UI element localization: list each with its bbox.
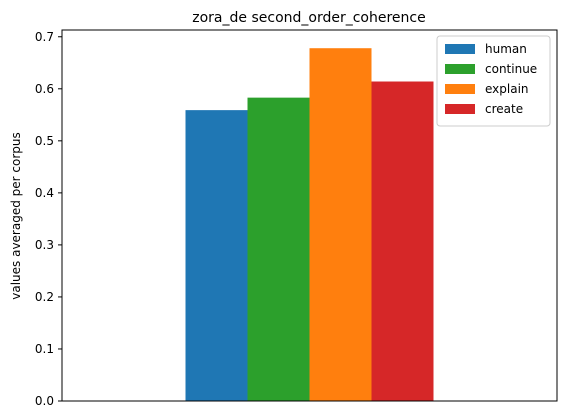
y-tick-label: 0.5 <box>35 134 54 148</box>
plot-frame <box>61 29 558 402</box>
bar-human <box>185 110 248 401</box>
legend: human continue explain create <box>436 35 551 127</box>
legend-label-create: create <box>485 102 523 116</box>
y-axis-label: values averaged per corpus <box>9 132 23 300</box>
legend-label-human: human <box>485 42 527 56</box>
bar-continue <box>247 97 310 401</box>
legend-label-explain: explain <box>485 82 529 96</box>
y-tick-label: 0.3 <box>35 238 54 252</box>
y-tick-label: 0.0 <box>35 394 54 408</box>
y-tick-label: 0.4 <box>35 186 54 200</box>
legend-box <box>436 35 551 127</box>
legend-swatch-continue <box>445 64 475 74</box>
y-tick-label: 0.2 <box>35 290 54 304</box>
y-tick-label: 0.7 <box>35 30 54 44</box>
bar-create <box>371 81 434 401</box>
bar-explain <box>309 48 372 402</box>
y-axis-ticks: 0.0 0.1 0.2 0.3 0.4 0.5 0.6 0.7 <box>35 30 62 408</box>
bars-group <box>185 48 434 402</box>
legend-swatch-create <box>445 104 475 114</box>
legend-label-continue: continue <box>485 62 537 76</box>
legend-swatch-human <box>445 44 475 54</box>
y-tick-label: 0.6 <box>35 82 54 96</box>
chart-title: zora_de second_order_coherence <box>192 10 425 26</box>
y-tick-label: 0.1 <box>35 342 54 356</box>
legend-swatch-explain <box>445 84 475 94</box>
